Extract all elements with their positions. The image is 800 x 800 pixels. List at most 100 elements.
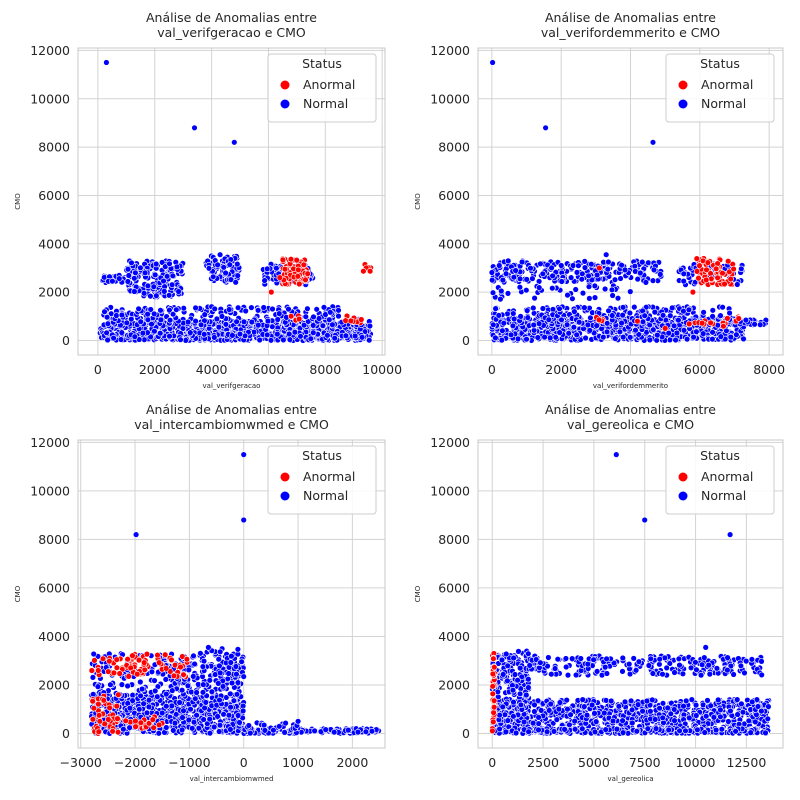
chart-2-point-normal bbox=[558, 316, 565, 323]
chart-3-point-anormal bbox=[122, 717, 129, 724]
chart-2-point-normal bbox=[504, 310, 511, 318]
chart-3-point-normal bbox=[331, 728, 338, 736]
chart-2-point-normal bbox=[556, 305, 563, 312]
chart-2-point-normal bbox=[727, 333, 734, 341]
chart-2-point-normal bbox=[668, 304, 676, 312]
chart-3-point-normal bbox=[220, 711, 227, 718]
chart-2-point-normal bbox=[709, 329, 716, 336]
chart-3-y-tick-label: 12000 bbox=[30, 435, 70, 450]
chart-1-point-normal bbox=[118, 311, 126, 319]
chart-1-point-normal bbox=[205, 265, 213, 272]
chart-2-point-anormal bbox=[693, 268, 701, 275]
chart-1-x-tick-label: 4000 bbox=[196, 362, 228, 377]
chart-1-point-normal bbox=[150, 283, 158, 290]
chart-3-point-anormal bbox=[127, 664, 134, 672]
chart-2-point-normal bbox=[650, 266, 658, 274]
chart-3-point-anormal bbox=[177, 663, 184, 671]
chart-4-x-tick-label: 12500 bbox=[727, 755, 767, 770]
chart-3-point-anormal bbox=[106, 704, 113, 712]
chart-2-point-normal bbox=[516, 275, 524, 282]
chart-3-point-normal bbox=[233, 691, 241, 698]
chart-4-x-tick-label: 5000 bbox=[578, 755, 610, 770]
chart-2-point-anormal bbox=[727, 275, 734, 283]
chart-2-point-normal bbox=[585, 272, 592, 279]
chart-3-point-normal bbox=[178, 686, 186, 694]
chart-1-x-tick-label: 0 bbox=[94, 362, 102, 377]
chart-3-x-tick-label: −3000 bbox=[60, 755, 102, 770]
chart-1-point-normal bbox=[234, 272, 241, 279]
chart-4-x-tick-label: 7500 bbox=[629, 755, 661, 770]
chart-2-point-normal bbox=[581, 258, 588, 265]
chart-1-point-normal bbox=[327, 309, 334, 316]
chart-1-point-normal bbox=[109, 278, 116, 285]
chart-3-point-normal bbox=[126, 704, 134, 712]
chart-2-point-normal bbox=[573, 331, 580, 338]
chart-3-point-normal bbox=[190, 718, 198, 726]
chart-3-point-normal bbox=[233, 670, 240, 678]
chart-3-point-normal bbox=[216, 662, 223, 670]
chart-1-point-anormal bbox=[268, 288, 275, 296]
chart-3-point-anormal bbox=[168, 656, 175, 664]
chart-2-point-normal bbox=[740, 335, 747, 343]
chart-3-point-anormal bbox=[132, 717, 139, 725]
chart-3-point-anormal bbox=[114, 715, 121, 722]
chart-2-point-normal bbox=[581, 304, 588, 311]
chart-2-point-normal bbox=[631, 303, 638, 311]
chart-2-point-normal bbox=[617, 275, 624, 282]
chart-1-point-normal bbox=[144, 282, 152, 289]
chart-2-point-normal bbox=[680, 270, 687, 277]
chart-1-x-tick-label: 6000 bbox=[253, 362, 285, 377]
chart-1-point-normal bbox=[116, 275, 123, 282]
chart-1-y-tick-label: 12000 bbox=[30, 43, 70, 58]
chart-2-point-normal bbox=[546, 334, 554, 342]
chart-2-point-normal bbox=[680, 307, 687, 315]
chart-1-point-anormal bbox=[360, 268, 367, 275]
chart-3-point-anormal bbox=[106, 657, 113, 665]
chart-1-point-normal bbox=[310, 313, 317, 321]
chart-2-point-normal bbox=[645, 259, 652, 266]
chart-2-point-normal bbox=[530, 304, 537, 312]
chart-4-x-axis-label: val_gereolica bbox=[608, 775, 654, 783]
chart-1-point-normal bbox=[131, 288, 138, 295]
chart-1-point-normal bbox=[304, 305, 311, 312]
chart-2-point-normal bbox=[649, 277, 657, 284]
chart-2-point-normal bbox=[498, 287, 505, 295]
chart-2-point-normal bbox=[672, 336, 679, 344]
chart-2-point-normal bbox=[693, 328, 700, 335]
chart-1-point-normal bbox=[153, 260, 160, 268]
chart-3-point-normal bbox=[260, 721, 268, 729]
chart-3-y-tick-label: 0 bbox=[62, 726, 70, 741]
chart-3-point-anormal bbox=[135, 656, 143, 664]
chart-2-point-normal bbox=[601, 285, 609, 293]
chart-2-point-anormal bbox=[661, 325, 669, 332]
chart-3-point-normal bbox=[345, 726, 352, 734]
chart-3-point-normal bbox=[151, 677, 158, 684]
chart-3-point-normal bbox=[208, 688, 216, 695]
chart-2-point-normal bbox=[527, 265, 534, 272]
chart-1-point-normal bbox=[226, 261, 234, 268]
chart-1-point-anormal bbox=[366, 268, 374, 275]
chart-2-point-normal bbox=[499, 327, 506, 334]
chart-4-y-tick-label: 4000 bbox=[438, 629, 470, 644]
chart-3-point-normal bbox=[234, 712, 242, 719]
chart-2-y-tick-label: 4000 bbox=[438, 236, 470, 251]
chart-3-point-anormal bbox=[141, 666, 148, 673]
chart-1-point-normal bbox=[254, 307, 262, 314]
chart-2-point-normal bbox=[634, 275, 641, 283]
chart-2-point-normal bbox=[637, 269, 644, 277]
chart-2-point-anormal bbox=[712, 265, 720, 272]
chart-1-point-anormal bbox=[276, 274, 283, 281]
chart-2-point-normal bbox=[651, 308, 658, 316]
chart-3-point-normal bbox=[107, 681, 114, 688]
chart-3-point-normal bbox=[200, 681, 207, 688]
chart-3-point-normal bbox=[199, 663, 207, 670]
chart-1-point-normal bbox=[166, 333, 173, 340]
chart-1-point-normal bbox=[256, 336, 263, 344]
chart-3-point-normal bbox=[169, 687, 176, 694]
chart-2-point-anormal bbox=[724, 315, 731, 322]
chart-1-point-normal bbox=[264, 331, 271, 338]
chart-3-point-anormal bbox=[110, 669, 118, 677]
chart-3-point-normal bbox=[217, 669, 224, 677]
chart-2-title: Análise de Anomalias entre bbox=[545, 10, 716, 25]
chart-3-point-normal bbox=[192, 695, 199, 702]
